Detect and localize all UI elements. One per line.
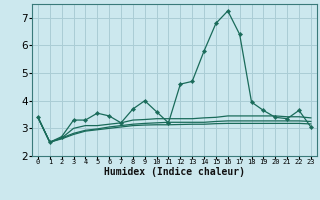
X-axis label: Humidex (Indice chaleur): Humidex (Indice chaleur) [104,167,245,177]
